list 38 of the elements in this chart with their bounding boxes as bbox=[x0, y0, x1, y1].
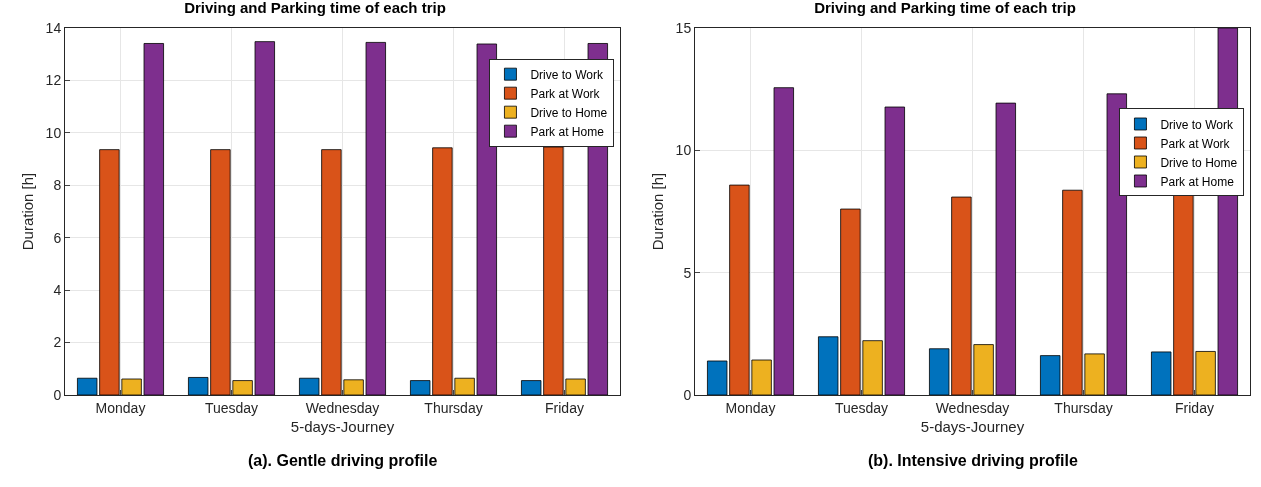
y-tick-label: 5 bbox=[683, 264, 692, 281]
y-tick-label: 10 bbox=[675, 142, 692, 159]
y-tick-label: 10 bbox=[45, 124, 62, 141]
legend-label: Drive to Work bbox=[530, 67, 604, 82]
x-tick-label: Tuesday bbox=[204, 399, 259, 416]
x-tick-label: Monday bbox=[725, 399, 776, 416]
y-axis-title: Duration [h] bbox=[648, 172, 666, 251]
x-axis-title: 5-days-Journey bbox=[920, 417, 1025, 435]
x-tick-label: Friday bbox=[1175, 399, 1214, 416]
y-tick-label: 12 bbox=[45, 72, 62, 89]
x-tick-label: Monday bbox=[95, 399, 146, 416]
y-tick-label: 0 bbox=[683, 386, 692, 403]
y-tick-label: 4 bbox=[53, 282, 62, 299]
legend-label: Park at Home bbox=[1160, 174, 1235, 189]
x-tick-label: Friday bbox=[545, 399, 584, 416]
chart-title: Driving and Parking time of each trip bbox=[184, 0, 446, 16]
legend-label: Park at Work bbox=[1160, 136, 1231, 151]
legend-label: Park at Work bbox=[530, 86, 601, 101]
y-tick-label: 8 bbox=[53, 177, 62, 194]
legend-label: Drive to Work bbox=[1160, 117, 1234, 132]
text: (a). Gentle driving profile bbox=[248, 452, 438, 469]
chart-title: Driving and Parking time of each trip bbox=[814, 0, 1076, 16]
text: (b). Intensive driving profile bbox=[868, 452, 1078, 469]
y-tick-label: 2 bbox=[53, 334, 62, 351]
x-tick-label: Wednesday bbox=[305, 399, 380, 416]
y-tick-label: 15 bbox=[675, 19, 692, 36]
x-tick-label: Wednesday bbox=[935, 399, 1010, 416]
y-tick-label: 6 bbox=[53, 229, 62, 246]
legend-label: Park at Home bbox=[530, 124, 605, 139]
x-tick-label: Thursday bbox=[1054, 399, 1113, 416]
legend-label: Drive to Home bbox=[1160, 155, 1238, 170]
y-tick-label: 0 bbox=[53, 386, 62, 403]
legend-label: Drive to Home bbox=[530, 105, 608, 120]
x-tick-label: Thursday bbox=[424, 399, 483, 416]
y-tick-label: 14 bbox=[45, 19, 62, 36]
x-tick-label: Tuesday bbox=[834, 399, 889, 416]
y-axis-title: Duration [h] bbox=[18, 172, 36, 251]
x-axis-title: 5-days-Journey bbox=[290, 417, 395, 435]
